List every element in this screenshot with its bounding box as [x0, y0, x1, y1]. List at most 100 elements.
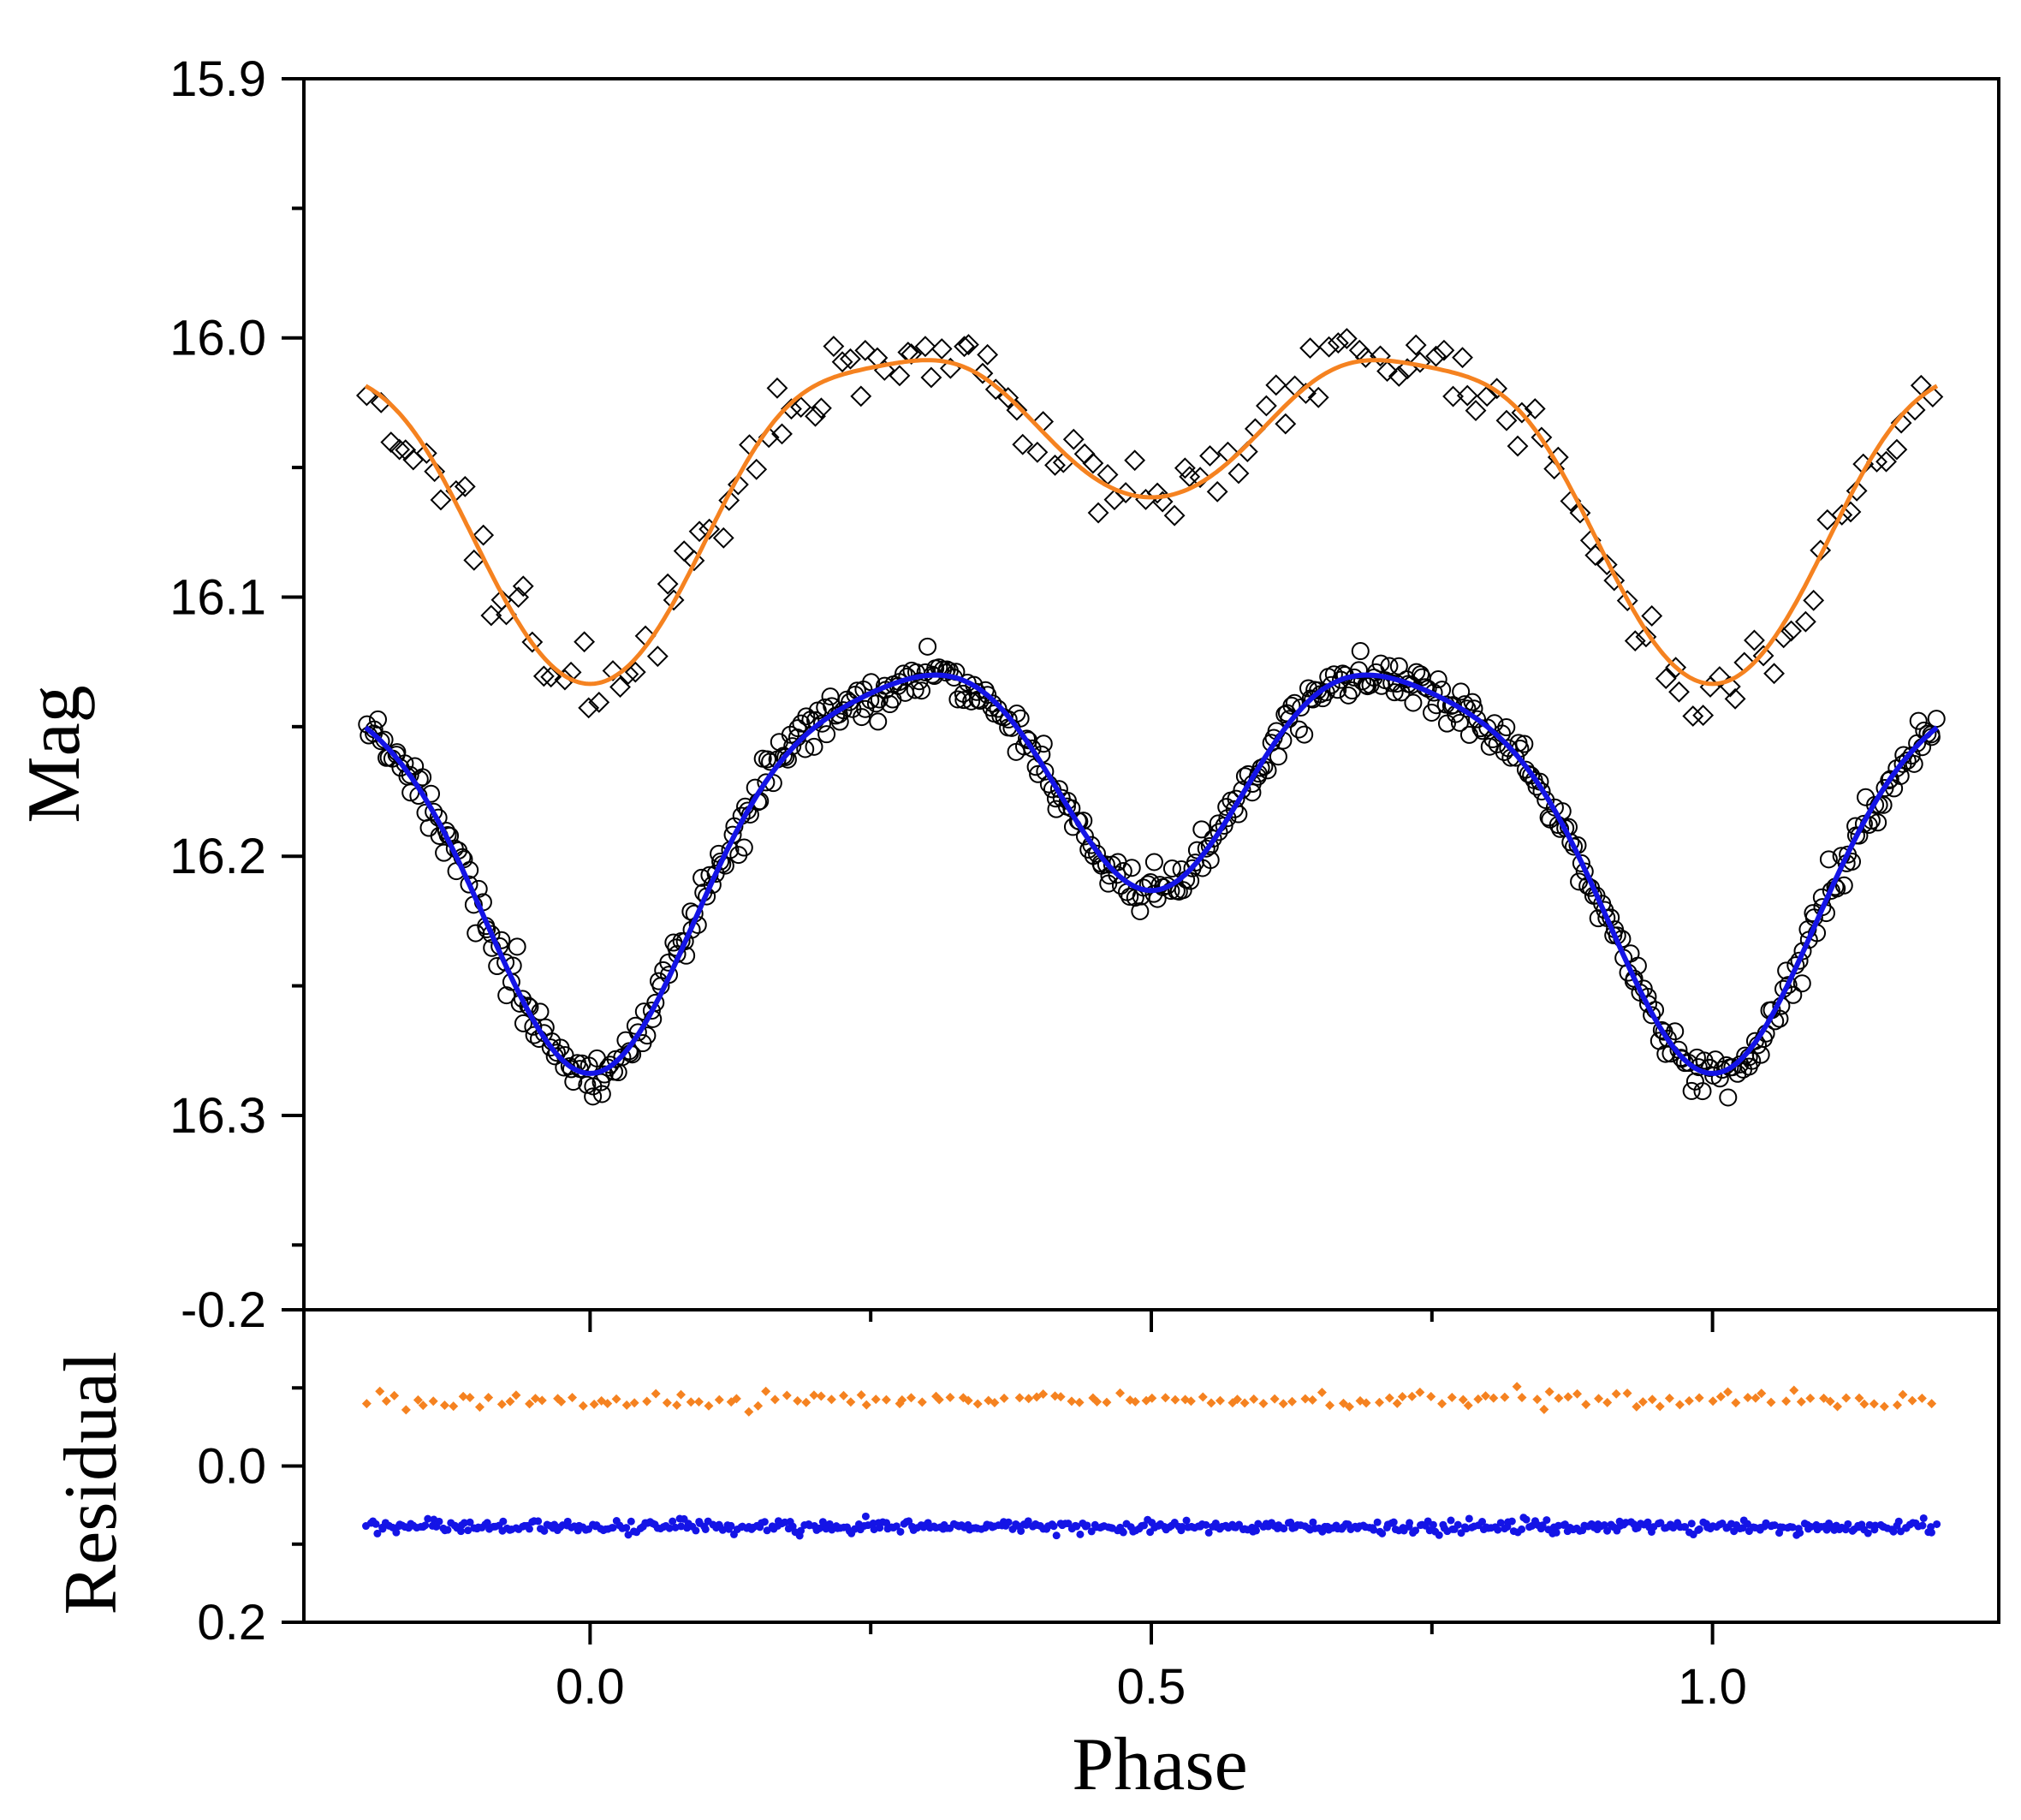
band1-residual-point: [1344, 1401, 1354, 1412]
band1-residual-point: [1031, 1392, 1042, 1402]
band1-observation-points: [355, 328, 1944, 727]
band2-point: [1706, 1050, 1725, 1069]
band1-residual-point: [871, 1395, 881, 1405]
band1-residual-point: [1278, 1399, 1288, 1409]
band1-residual-point: [744, 1407, 754, 1417]
band1-residual-point: [1819, 1393, 1829, 1403]
band2-residual-point: [1894, 1517, 1903, 1526]
band2-point: [1639, 995, 1658, 1014]
band1-point: [901, 343, 923, 365]
band2-residual-point: [1119, 1528, 1127, 1537]
band1-residual-point: [1463, 1401, 1473, 1411]
band1-residual-point: [1102, 1397, 1112, 1407]
band1-point: [389, 438, 411, 461]
band1-residual-point: [1500, 1392, 1510, 1402]
band1-point: [1146, 482, 1168, 504]
band1-point: [746, 458, 768, 480]
band1-residual-point: [629, 1398, 639, 1408]
band2-point: [1144, 853, 1163, 871]
band1-point: [1692, 705, 1715, 727]
band1-point: [1299, 337, 1321, 360]
band2-residual-point: [435, 1517, 443, 1526]
band1-residual-point: [1917, 1393, 1927, 1403]
band1-point: [1124, 449, 1146, 472]
x-ticks: [588, 1310, 1715, 1645]
band2-residual-point: [1871, 1521, 1880, 1530]
band2-point: [788, 719, 807, 738]
band2-residual-point: [424, 1514, 432, 1523]
band2-point: [918, 637, 937, 656]
band1-residual-point: [1517, 1392, 1527, 1402]
band1-residual-point: [770, 1395, 780, 1405]
band2-residual-point: [1656, 1519, 1665, 1527]
band1-point: [1641, 605, 1663, 627]
band2-point: [1463, 693, 1482, 711]
band1-point: [1531, 426, 1553, 449]
band2-residual-point: [788, 1522, 797, 1531]
band1-residual-point: [1544, 1387, 1554, 1397]
band1-point: [1524, 398, 1546, 419]
band1-residual-point: [1751, 1393, 1761, 1403]
band1-point: [1227, 462, 1250, 485]
band1-residual-point: [1563, 1392, 1573, 1402]
band1-point: [1409, 351, 1431, 373]
band1-residual-point: [1361, 1398, 1371, 1408]
band1-residual-point: [1239, 1398, 1250, 1408]
band2-point: [413, 768, 432, 787]
band1-point: [1163, 504, 1186, 526]
band1-point: [1744, 629, 1765, 651]
band2-point: [1743, 1051, 1762, 1070]
band1-residual-point: [1198, 1392, 1208, 1402]
band1-residual-point: [1622, 1388, 1632, 1398]
band2-point: [1192, 820, 1211, 839]
main-y-tick-label: 15.9: [169, 51, 266, 107]
band2-residual-point: [665, 1524, 674, 1532]
band1-point: [790, 396, 812, 418]
residual-y-tick-label: -0.2: [181, 1282, 266, 1338]
band2-point: [1269, 747, 1287, 766]
band2-point: [1034, 735, 1053, 753]
band2-residual-point: [1370, 1526, 1378, 1534]
band2-residual-point: [540, 1526, 549, 1535]
band1-residual-point: [1854, 1393, 1864, 1403]
band2-point: [1497, 718, 1516, 737]
band1-point: [1026, 441, 1049, 463]
band2-residual-point: [763, 1526, 771, 1535]
band1-residual-point: [1130, 1396, 1140, 1407]
band2-point: [856, 699, 875, 718]
x-tick-label: 0.5: [1117, 1659, 1186, 1715]
band1-point: [1709, 666, 1731, 687]
band1-residual-point: [439, 1401, 449, 1411]
band1-residual-point: [1067, 1396, 1077, 1407]
band1-residual-point: [1232, 1395, 1242, 1405]
band1-residual-point: [990, 1397, 1000, 1407]
band2-residual-point: [627, 1517, 635, 1526]
band2-residual-point: [624, 1531, 633, 1539]
band1-residual-point: [1338, 1398, 1348, 1408]
band2-point: [853, 708, 871, 727]
phase-x-axis: 0.0 0.5 1.0 Phase: [556, 1310, 1747, 1806]
band1-point: [698, 518, 721, 540]
band2-point: [1087, 844, 1106, 863]
band2-residual-point: [1542, 1516, 1551, 1525]
band1-residual-point: [1317, 1388, 1327, 1398]
band2-residual-point: [876, 1524, 884, 1532]
band1-point: [1265, 374, 1287, 396]
band1-residual-point: [496, 1399, 507, 1409]
band2-residual-point: [1073, 1522, 1081, 1531]
band1-residual-point: [1869, 1399, 1879, 1409]
band1-point: [977, 343, 999, 366]
band2-residual-point: [1743, 1520, 1751, 1528]
band2-point: [1225, 800, 1244, 818]
band2-point: [1131, 901, 1150, 920]
band2-point: [1120, 887, 1139, 906]
band1-point: [781, 398, 802, 420]
band2-point: [1389, 657, 1408, 675]
band2-point: [1666, 1022, 1685, 1041]
band1-residual-point: [511, 1390, 521, 1401]
band1-residual-point: [1014, 1393, 1025, 1403]
band1-point: [1087, 502, 1109, 524]
band1-residual-point: [505, 1396, 515, 1407]
residual-y-axis-title: Residual: [50, 1352, 133, 1615]
band2-point: [401, 765, 419, 784]
